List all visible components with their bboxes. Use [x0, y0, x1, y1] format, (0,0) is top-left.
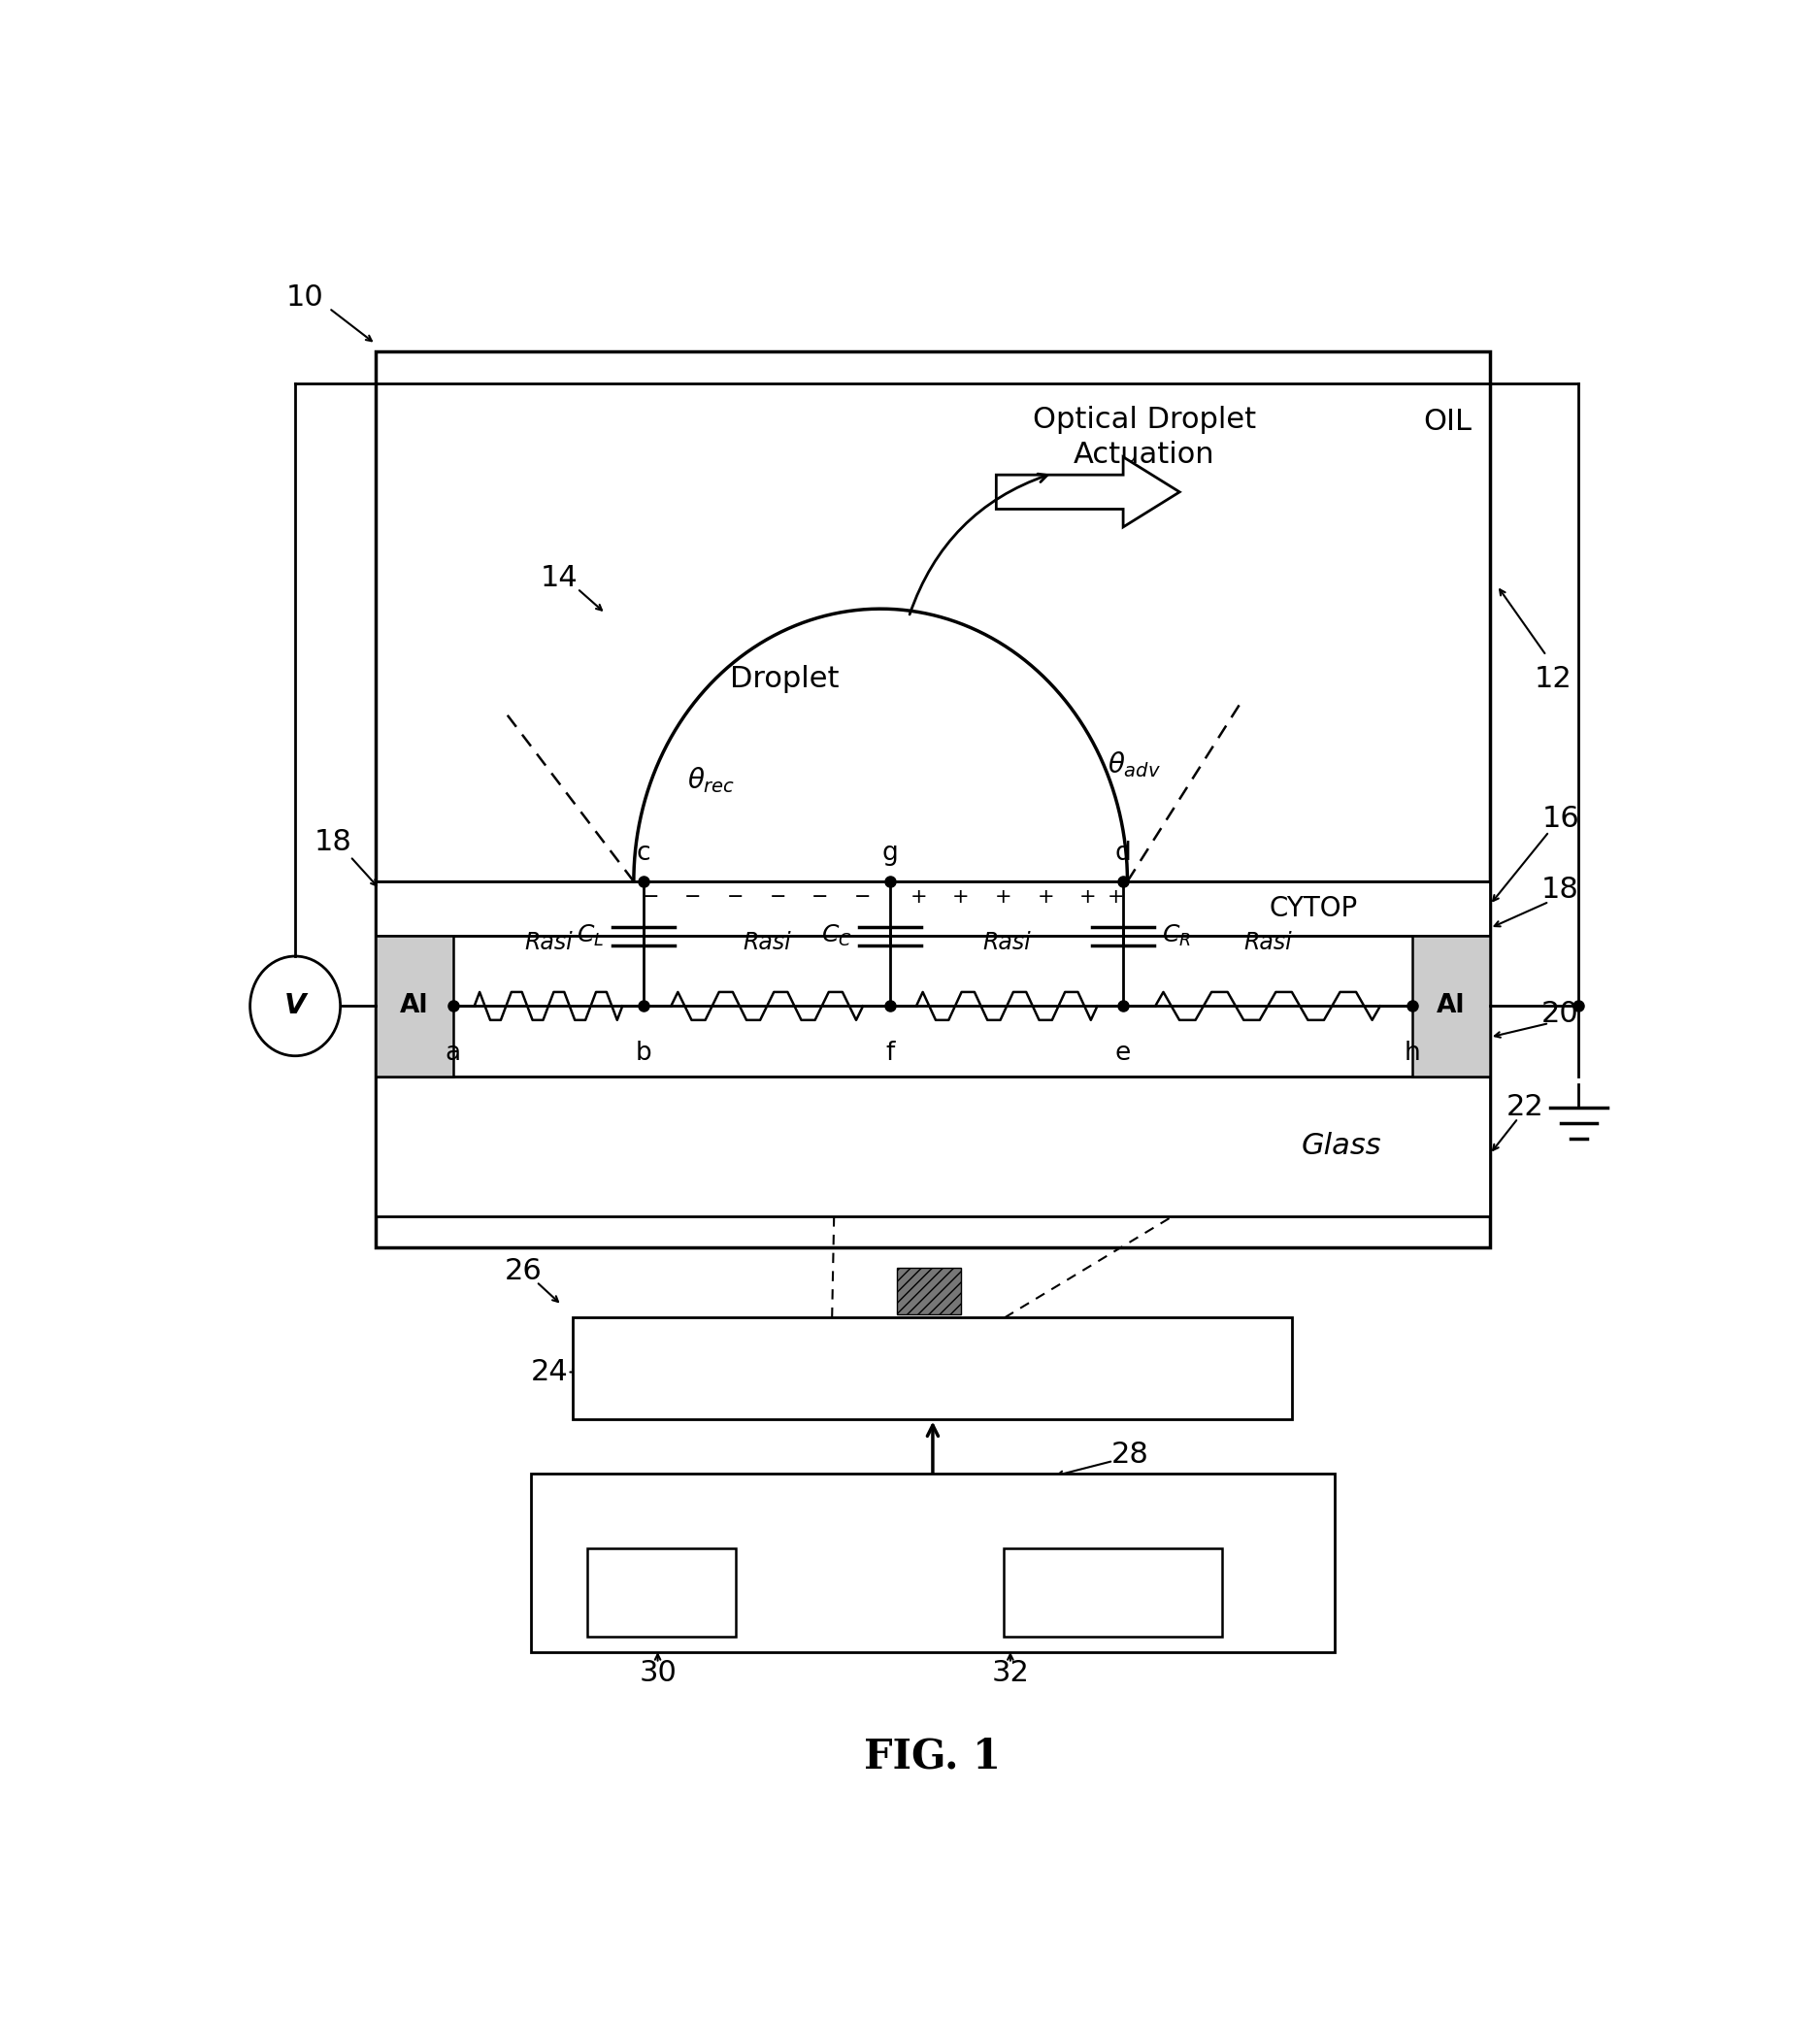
Text: Optical Projector: Optical Projector — [810, 1353, 1056, 1382]
Bar — [375, 937, 453, 1076]
Bar — [375, 352, 1491, 1248]
Text: Droplet: Droplet — [730, 666, 839, 694]
Bar — [897, 1268, 961, 1315]
Text: CPU: CPU — [633, 1578, 690, 1606]
Bar — [573, 1317, 1292, 1418]
Bar — [1412, 937, 1491, 1076]
Text: Rasi: Rasi — [743, 931, 792, 955]
Text: −: − — [726, 888, 744, 906]
Text: 26: 26 — [504, 1256, 542, 1285]
Text: Rasi: Rasi — [524, 931, 573, 955]
Text: +: + — [1079, 888, 1096, 906]
Text: +: + — [952, 888, 970, 906]
Text: e: e — [1116, 1040, 1130, 1066]
Text: +: + — [910, 888, 926, 906]
Text: $\theta_{rec}$: $\theta_{rec}$ — [688, 765, 735, 795]
Bar — [375, 937, 1491, 1076]
Text: 16: 16 — [1542, 805, 1580, 833]
Text: $C_L$: $C_L$ — [577, 922, 604, 949]
Text: 24: 24 — [530, 1357, 568, 1386]
Text: Control System: Control System — [819, 1499, 1046, 1527]
Text: $\theta_{adv}$: $\theta_{adv}$ — [1108, 751, 1161, 779]
Bar — [375, 882, 1491, 937]
Text: h: h — [1405, 1040, 1420, 1066]
Text: CYTOP: CYTOP — [1269, 894, 1358, 922]
Text: Al: Al — [1436, 993, 1465, 1020]
Text: f: f — [886, 1040, 895, 1066]
Text: g: g — [883, 842, 899, 866]
Bar — [375, 1076, 1491, 1216]
Text: b: b — [635, 1040, 652, 1066]
Text: 14: 14 — [541, 564, 577, 593]
Text: Rasi: Rasi — [983, 931, 1030, 955]
Text: −: − — [684, 888, 701, 906]
Text: Memory: Memory — [1056, 1578, 1170, 1606]
Text: 28: 28 — [1112, 1440, 1148, 1469]
Text: 22: 22 — [1507, 1092, 1543, 1121]
Text: Rasi: Rasi — [1243, 931, 1292, 955]
Text: OIL: OIL — [1423, 409, 1472, 437]
Text: c: c — [637, 842, 652, 866]
Bar — [588, 1548, 735, 1637]
FancyArrowPatch shape — [910, 473, 1046, 615]
Text: +: + — [1108, 888, 1125, 906]
Bar — [531, 1473, 1334, 1653]
FancyArrow shape — [996, 457, 1179, 528]
Text: −: − — [642, 888, 659, 906]
Text: +: + — [1037, 888, 1054, 906]
Text: 30: 30 — [639, 1659, 677, 1687]
Text: −: − — [770, 888, 786, 906]
Text: Glass: Glass — [1301, 1133, 1381, 1161]
Text: $C_R$: $C_R$ — [1163, 922, 1192, 949]
Text: 18: 18 — [1542, 876, 1580, 904]
Text: 18: 18 — [315, 827, 351, 856]
Bar — [1003, 1548, 1221, 1637]
Text: $C_C$: $C_C$ — [821, 922, 852, 949]
Text: 12: 12 — [1534, 666, 1572, 694]
Text: 20: 20 — [1542, 999, 1580, 1028]
Text: Al: Al — [400, 993, 430, 1020]
Text: d: d — [1116, 842, 1132, 866]
Text: a: a — [446, 1040, 460, 1066]
Text: V: V — [284, 993, 306, 1020]
Text: 32: 32 — [992, 1659, 1028, 1687]
Text: +: + — [996, 888, 1012, 906]
Text: −: − — [854, 888, 870, 906]
Text: −: − — [812, 888, 828, 906]
Text: Optical Droplet
Actuation: Optical Droplet Actuation — [1032, 407, 1256, 469]
Text: FIG. 1: FIG. 1 — [864, 1736, 1001, 1778]
Text: 10: 10 — [286, 283, 324, 312]
